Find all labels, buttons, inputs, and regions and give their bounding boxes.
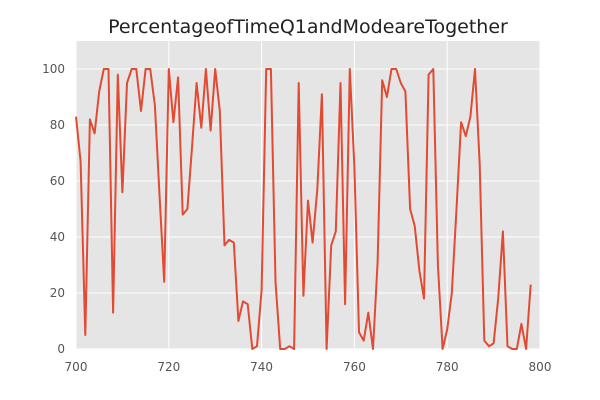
- y-axis-ticks: 0 20 40 60 80 100: [42, 62, 65, 356]
- series-line: [75, 68, 532, 350]
- plot-background: [76, 41, 540, 349]
- y-tick-label: 60: [50, 174, 65, 188]
- x-tick-label: 720: [157, 360, 180, 374]
- y-tick-label: 40: [50, 230, 65, 244]
- x-tick-label: 780: [436, 360, 459, 374]
- x-tick-label: 740: [250, 360, 273, 374]
- x-axis-ticks: 700 720 740 760 780 800: [65, 360, 552, 374]
- x-tick-label: 800: [529, 360, 552, 374]
- y-tick-label: 80: [50, 118, 65, 132]
- y-tick-label: 0: [57, 342, 65, 356]
- y-tick-label: 20: [50, 286, 65, 300]
- chart-title: PercentageofTimeQ1andModeareTogether: [108, 16, 508, 38]
- x-tick-label: 700: [65, 360, 88, 374]
- y-tick-label: 100: [42, 62, 65, 76]
- x-tick-label: 760: [343, 360, 366, 374]
- grid-lines: [75, 41, 541, 350]
